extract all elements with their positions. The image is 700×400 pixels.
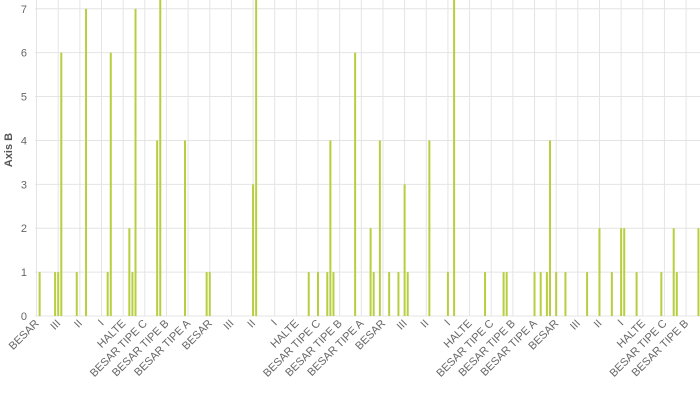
y-axis-label: Axis B	[3, 133, 15, 167]
y-tick-label: 2	[21, 223, 27, 235]
bar	[610, 272, 613, 316]
bar	[548, 140, 551, 316]
bar	[502, 272, 505, 316]
y-tick-label: 6	[21, 48, 27, 60]
y-tick-label: 0	[21, 311, 27, 323]
bar	[406, 272, 409, 316]
bar	[623, 228, 626, 316]
bar	[255, 0, 258, 316]
x-tick-label: III	[222, 318, 237, 333]
x-tick-label: I	[96, 318, 107, 329]
bar	[586, 272, 589, 316]
bar	[205, 272, 208, 316]
bar	[159, 0, 162, 316]
bar	[60, 52, 63, 316]
bar	[354, 52, 357, 316]
bar	[660, 272, 663, 316]
bar	[332, 272, 335, 316]
bar	[539, 272, 542, 316]
bar	[38, 272, 41, 316]
x-tick-label: II	[419, 318, 432, 331]
bar	[564, 272, 567, 316]
bar	[397, 272, 400, 316]
x-tick-label: II	[245, 318, 258, 331]
bar	[545, 272, 548, 316]
bar	[446, 272, 449, 316]
bars	[38, 0, 700, 316]
bar	[484, 272, 487, 316]
bar	[134, 8, 137, 316]
bar	[307, 272, 310, 316]
bar	[533, 272, 536, 316]
bar	[505, 272, 508, 316]
bar	[128, 228, 131, 316]
bar	[131, 272, 134, 316]
bar	[85, 8, 88, 316]
bar	[672, 228, 675, 316]
bar	[317, 272, 320, 316]
x-tick-label: III	[395, 318, 410, 333]
bar	[208, 272, 211, 316]
bar	[555, 272, 558, 316]
bar	[57, 272, 60, 316]
x-tick-label: II	[72, 318, 85, 331]
bar	[326, 272, 329, 316]
bar	[453, 0, 456, 316]
y-tick-label: 5	[21, 92, 27, 104]
y-tick-label: 3	[21, 179, 27, 191]
bar	[620, 228, 623, 316]
bar	[109, 52, 112, 316]
bar	[54, 272, 57, 316]
bar	[378, 140, 381, 316]
bar	[675, 272, 678, 316]
bar	[75, 272, 78, 316]
bar	[372, 272, 375, 316]
bar	[184, 140, 187, 316]
x-tick-label: III	[568, 318, 583, 333]
y-tick-label: 7	[21, 4, 27, 16]
grid	[35, 0, 700, 317]
bar	[252, 184, 255, 316]
x-tick-label: I	[442, 318, 453, 329]
y-tick-label: 4	[21, 135, 27, 147]
x-tick-label: I	[269, 318, 280, 329]
bar	[388, 272, 391, 316]
bar	[106, 272, 109, 316]
bar	[156, 140, 159, 316]
bar	[403, 184, 406, 316]
bar	[329, 140, 332, 316]
bar	[635, 272, 638, 316]
bar	[697, 228, 700, 316]
y-tick-label: 1	[21, 267, 27, 279]
x-tick-label: III	[48, 318, 63, 333]
bar	[369, 228, 372, 316]
bar	[428, 140, 431, 316]
bar	[598, 228, 601, 316]
x-tick-label: II	[592, 318, 605, 331]
x-tick-label: I	[616, 318, 627, 329]
